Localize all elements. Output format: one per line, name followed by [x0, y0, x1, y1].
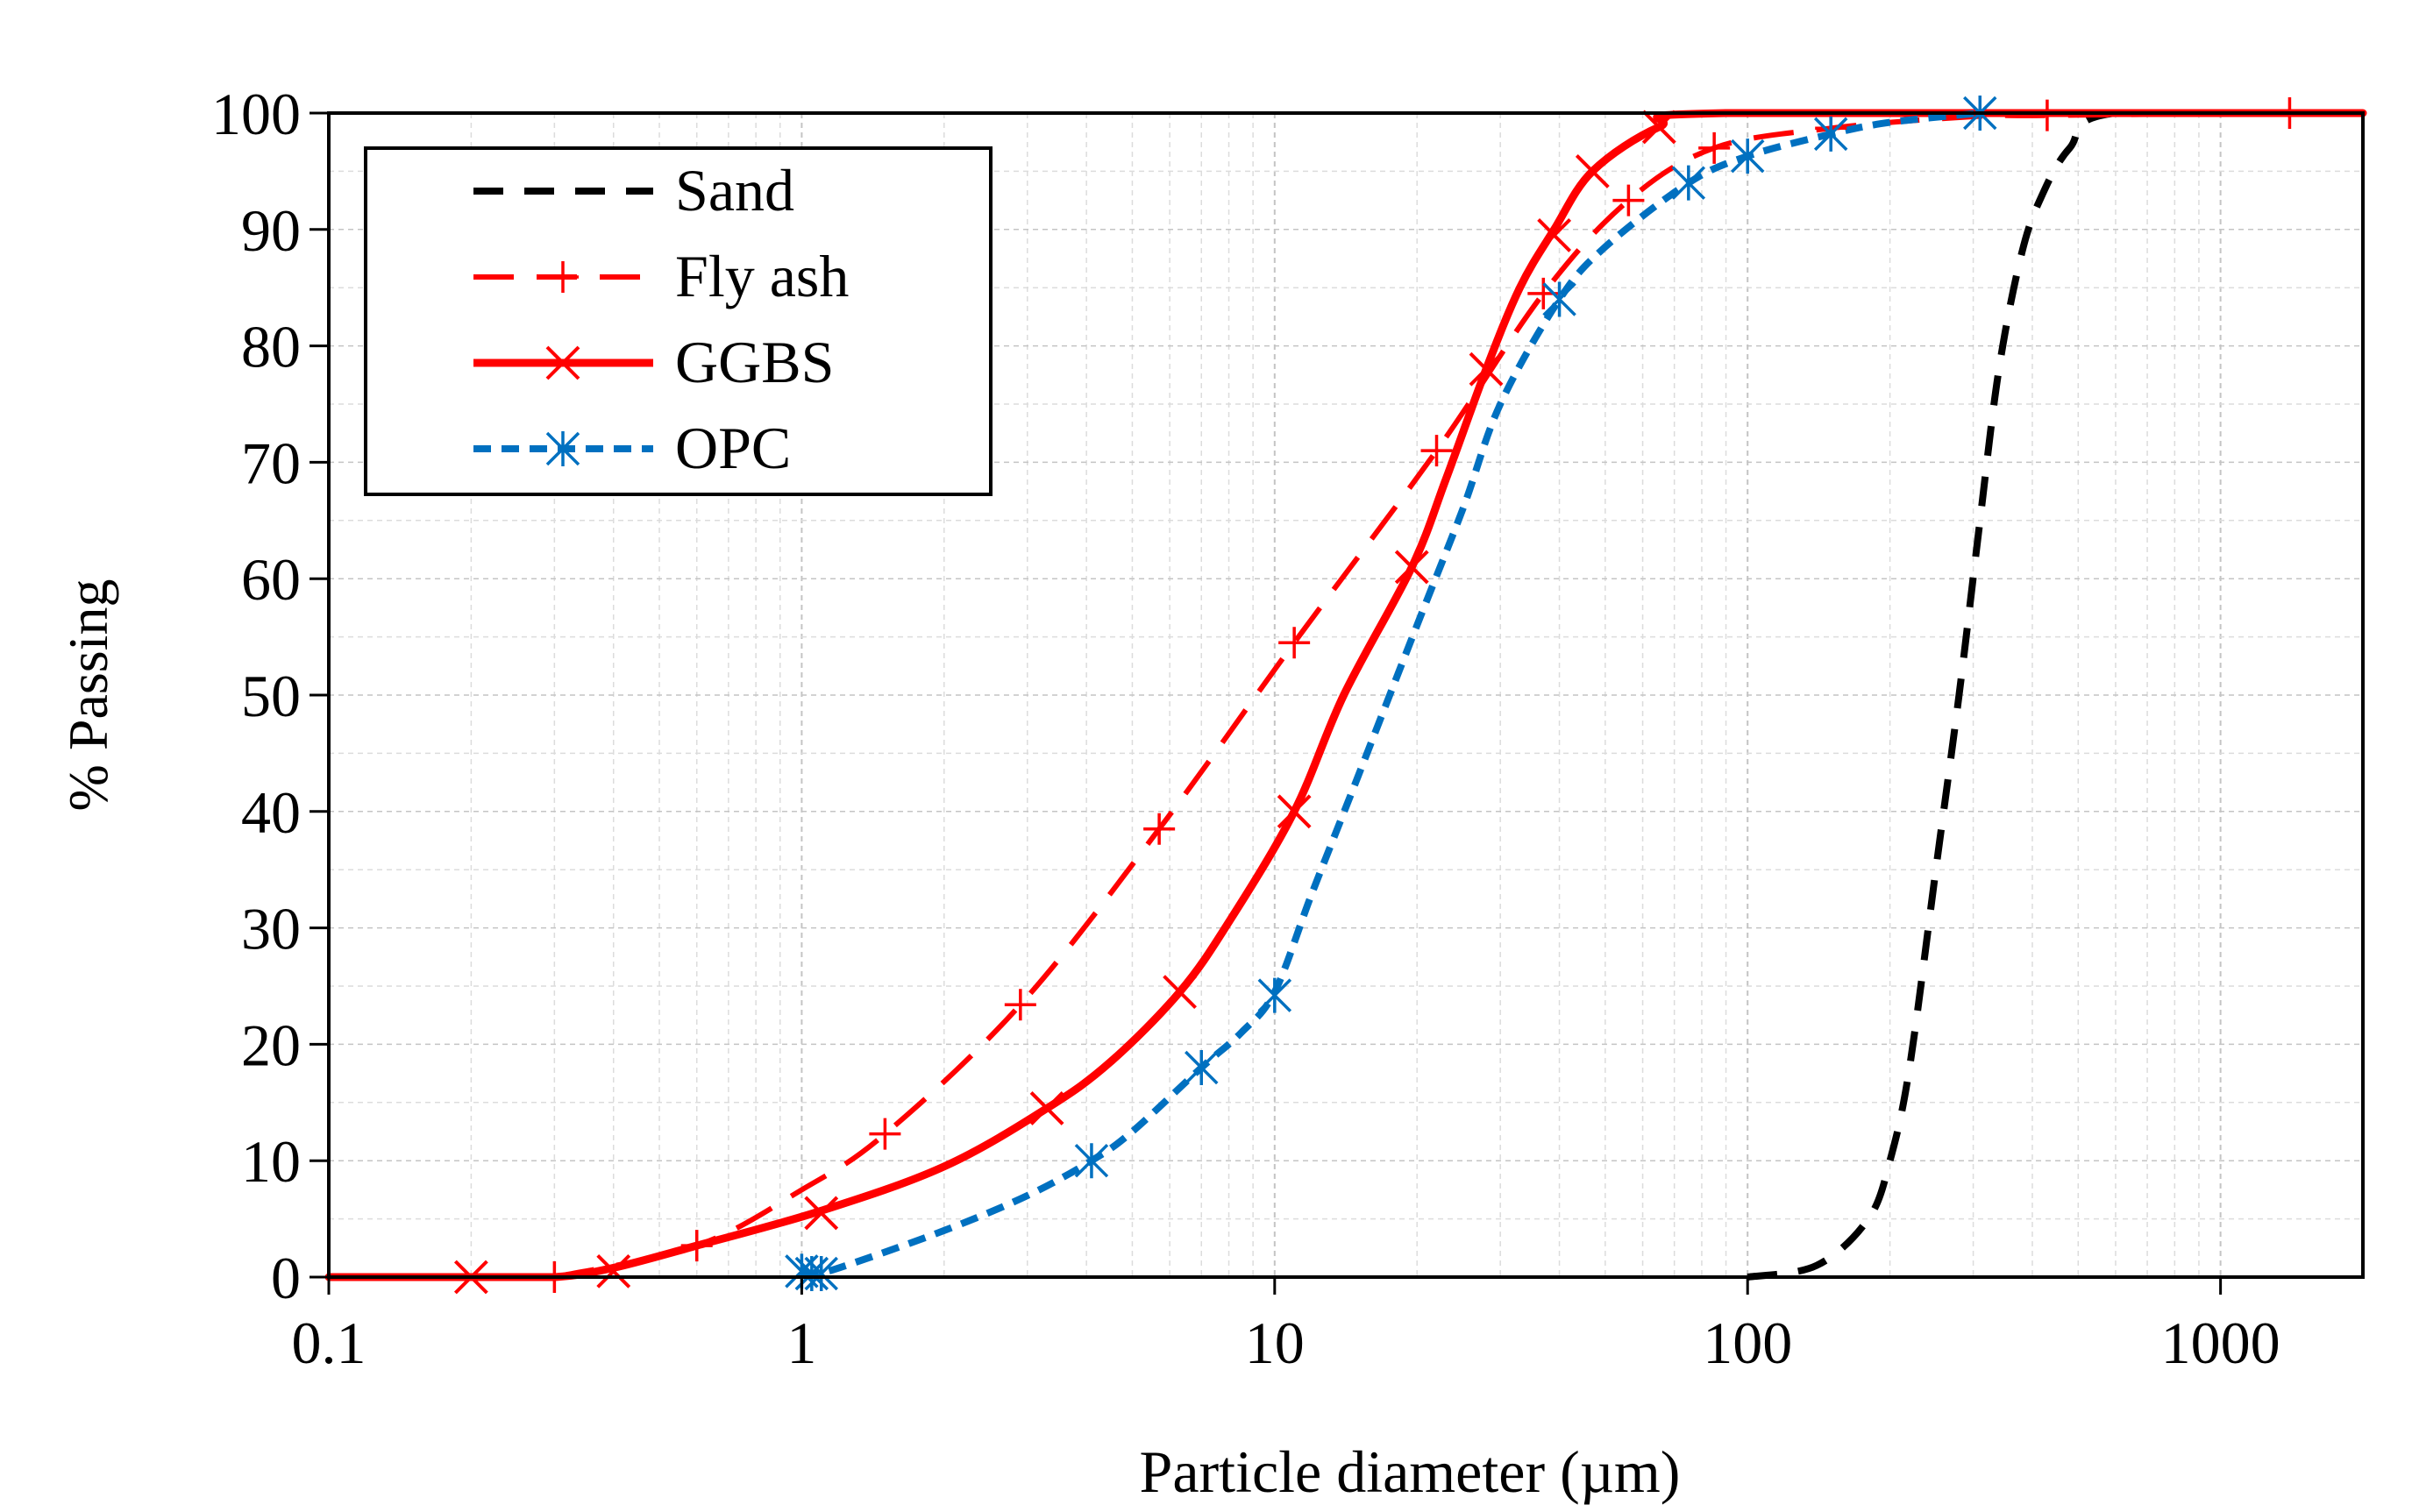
legend-label-ggbs: GGBS [675, 329, 834, 395]
data-point-opc [1257, 977, 1292, 1013]
data-point-fly-ash [1698, 131, 1731, 164]
series-markers [453, 96, 2306, 1295]
data-point-fly-ash [1612, 184, 1645, 217]
x-tick-label: 100 [1703, 1310, 1792, 1376]
data-point-opc [1730, 138, 1765, 174]
data-point-ggbs [1641, 110, 1676, 145]
y-tick-label: 100 [211, 81, 301, 147]
y-tick-label: 50 [241, 663, 301, 729]
data-point-ggbs [1469, 351, 1504, 387]
data-point-fly-ash [2031, 99, 2063, 131]
series-line-opc [800, 110, 1981, 1278]
series-line-fly-ash [553, 110, 2363, 1280]
data-point-fly-ash [1004, 989, 1036, 1021]
data-point-ggbs [1537, 218, 1572, 252]
data-point-ggbs [1029, 1091, 1064, 1125]
x-axis-label: Particle diameter (µm) [1140, 1438, 1681, 1505]
data-point-ggbs [1575, 153, 1610, 188]
x-tick-label: 10 [1245, 1310, 1305, 1376]
data-point-fly-ash [1278, 627, 1311, 659]
data-point-opc [1671, 165, 1706, 201]
y-tick-label: 30 [241, 896, 301, 962]
data-point-opc [1074, 1143, 1109, 1179]
y-tick-label: 70 [241, 429, 301, 496]
data-point-fly-ash [1143, 813, 1176, 845]
legend-marker-ggbs [545, 345, 580, 380]
legend-marker-fly-ash [547, 261, 579, 293]
data-point-opc [1813, 116, 1848, 152]
legend-frame [364, 146, 993, 496]
data-point-ggbs [1277, 794, 1312, 829]
data-point-ggbs [1163, 975, 1197, 1010]
x-tick-label: 1000 [2161, 1310, 2280, 1376]
data-point-fly-ash [1420, 435, 1453, 467]
data-point-opc [1542, 281, 1576, 317]
y-tick-label: 40 [241, 779, 301, 846]
x-tick-label: 0.1 [292, 1310, 366, 1376]
data-point-opc [804, 1256, 838, 1292]
y-tick-label: 10 [241, 1128, 301, 1195]
x-tick-label: 1 [786, 1310, 816, 1376]
y-tick-label: 80 [241, 314, 301, 380]
data-point-ggbs [1394, 550, 1429, 585]
legend-marker-opc [545, 431, 580, 466]
legend-label-fly-ash: Fly ash [675, 243, 849, 309]
y-axis-label: % Passing [57, 579, 119, 812]
series-line-sand [1747, 109, 2363, 1281]
legend-samples [473, 188, 653, 466]
y-tick-label: 90 [241, 197, 301, 264]
y-tick-label: 0 [271, 1245, 301, 1311]
data-point-ggbs [596, 1253, 631, 1288]
data-point-fly-ash [680, 1230, 713, 1262]
data-point-fly-ash [869, 1118, 901, 1150]
data-point-ggbs [804, 1196, 839, 1231]
legend-label-sand: Sand [675, 157, 794, 224]
y-tick-label: 20 [241, 1012, 301, 1078]
axis-ticks: 0 10 20 30 40 50 60 70 80 90 100 0.1 1 10 100 1000 [211, 81, 2280, 1376]
legend: Sand Fly ash GGBS OPC [364, 146, 993, 496]
data-point-opc [1185, 1049, 1219, 1085]
y-tick-label: 60 [241, 546, 301, 613]
legend-label-opc: OPC [675, 415, 791, 481]
